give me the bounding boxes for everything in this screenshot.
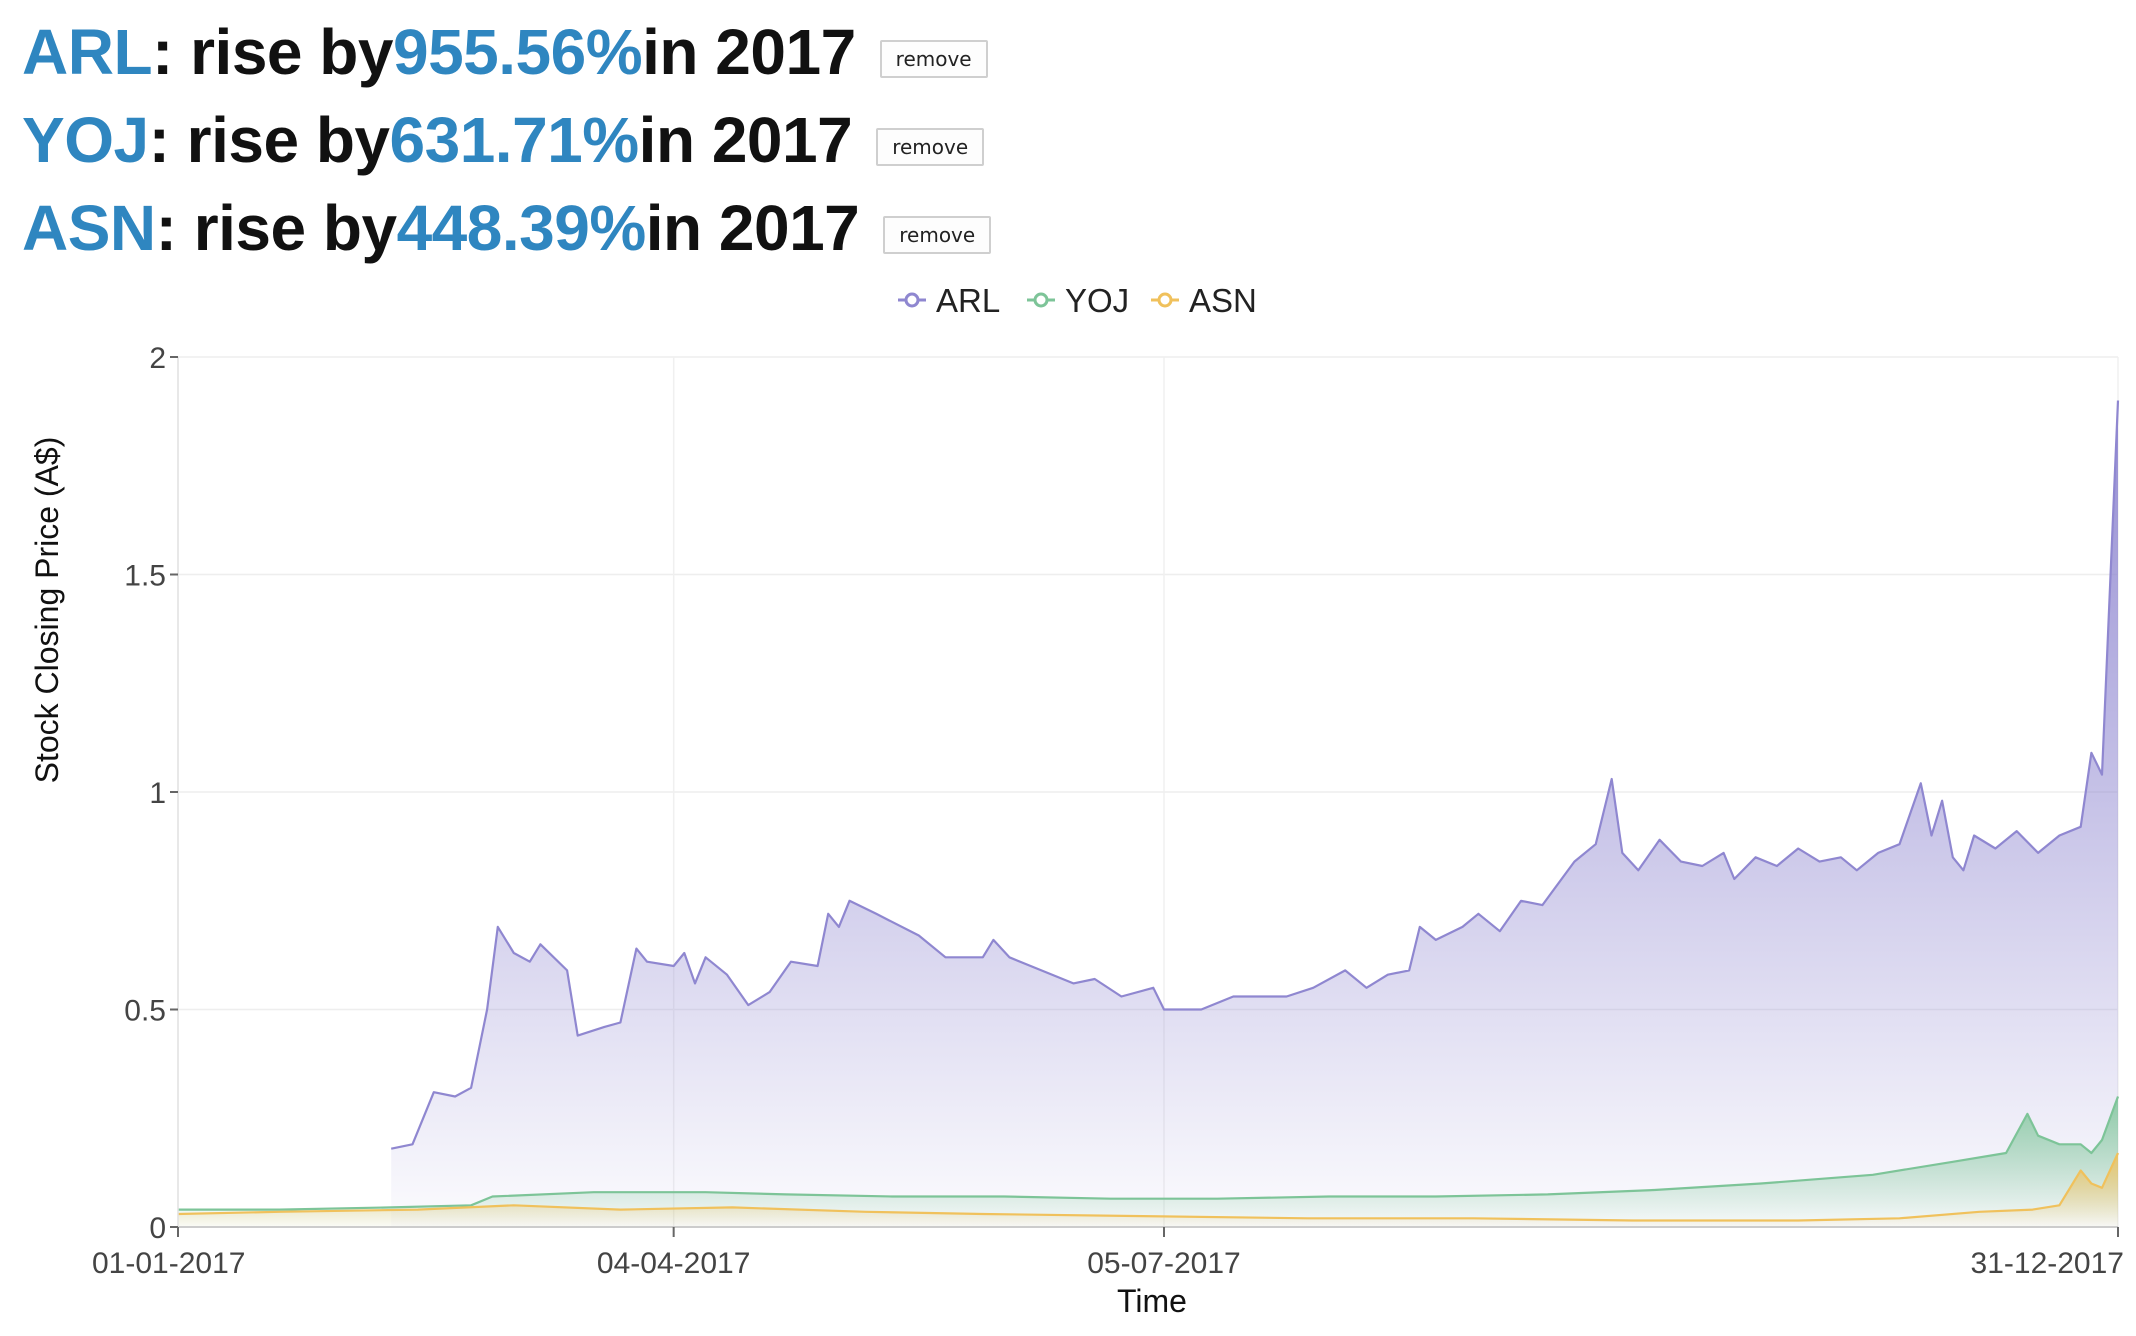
headline-percentage: 955.56% [392, 16, 643, 88]
legend-item-asn[interactable]: ASN [1151, 282, 1257, 319]
legend-label: ASN [1189, 282, 1257, 319]
x-tick-label: 01-01-2017 [92, 1247, 245, 1280]
legend-item-yoj[interactable]: YOJ [1027, 282, 1129, 319]
legend-item-arl[interactable]: ARL [898, 282, 1000, 319]
area-yoj [178, 1096, 2118, 1227]
headline-text: : rise by [148, 104, 390, 176]
headline-year-text: in 2017 [638, 104, 853, 176]
series-layer [177, 400, 2120, 1227]
legend-swatch-marker [904, 292, 920, 308]
axes: 0 0.5 1 1.5 2 01-01-2017 04-04-2017 05-07-2017 3… [29, 342, 2124, 1319]
y-tick-label: 0 [149, 1212, 166, 1245]
y-tick-label: 2 [149, 342, 166, 375]
area-arl [391, 400, 2119, 1227]
legend-swatch-marker [1033, 292, 1049, 308]
headline-arl: ARL: rise by 955.56% in 2017 remove [22, 12, 988, 92]
headline-percentage: 631.71% [389, 104, 640, 176]
y-tick-label: 1 [149, 777, 166, 810]
x-tick-label: 31-12-2017 [1971, 1247, 2124, 1280]
remove-asn-button[interactable]: remove [883, 216, 992, 254]
headline-yoj: YOJ: rise by 631.71% in 2017 remove [22, 100, 985, 180]
legend-label: ARL [936, 282, 1000, 319]
x-tick-label: 05-07-2017 [1087, 1247, 1240, 1280]
remove-yoj-button[interactable]: remove [876, 128, 985, 166]
headline-asn: ASN: rise by 448.39% in 2017 remove [22, 188, 992, 268]
headline-year-text: in 2017 [645, 192, 860, 264]
x-axis-title: Time [1117, 1283, 1187, 1319]
x-tick-label: 04-04-2017 [597, 1247, 750, 1280]
headline-year-text: in 2017 [642, 16, 856, 88]
y-tick-label: 1.5 [124, 560, 166, 593]
remove-arl-button[interactable]: remove [879, 40, 988, 78]
line-asn [177, 1152, 2119, 1222]
area-asn [178, 1153, 2118, 1227]
headline-text: : rise by [152, 16, 393, 88]
y-tick-label: 0.5 [124, 995, 166, 1028]
headline-text: : rise by [155, 192, 397, 264]
headline-percentage: 448.39% [396, 192, 647, 264]
headline-ticker: YOJ [22, 104, 149, 176]
legend: ARL YOJ ASN [898, 282, 1257, 319]
y-axis-title: Stock Closing Price (A$) [29, 437, 65, 784]
headline-ticker: ASN [22, 192, 156, 264]
line-yoj [178, 1096, 2120, 1211]
legend-label: YOJ [1065, 282, 1129, 319]
legend-swatch-marker [1157, 292, 1173, 308]
line-arl [390, 400, 2120, 1150]
headline-ticker: ARL [22, 16, 153, 88]
